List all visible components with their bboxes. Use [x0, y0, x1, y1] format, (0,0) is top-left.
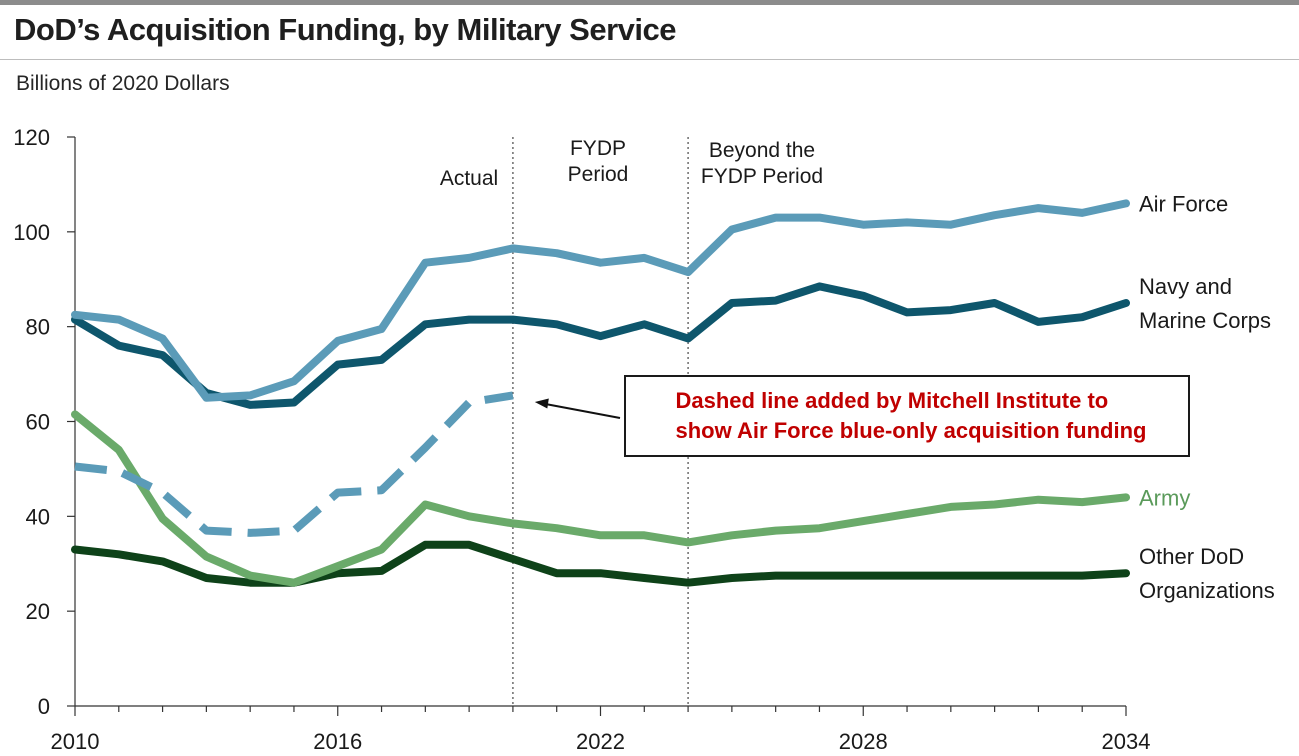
y-tick-label: 20: [26, 599, 50, 624]
series-line-army: [71, 410, 1130, 587]
series-line-navy: [71, 282, 1130, 409]
annotation-arrowhead: [534, 398, 549, 409]
chart-title: DoD’s Acquisition Funding, by Military S…: [14, 12, 676, 47]
series-label-navy: Navy and Marine Corps: [1139, 274, 1271, 333]
annotation-line-2: show Air Force blue-only acquisition fun…: [675, 418, 1147, 443]
annotation-box: Dashed line added by Mitchell Institute …: [624, 375, 1190, 457]
series-line-air-force-blue: [74, 391, 514, 537]
series-line-air-force: [71, 199, 1130, 402]
series-label-army: Army: [1139, 485, 1190, 510]
y-tick-label: 60: [26, 410, 50, 435]
series-label-air-force: Air Force: [1139, 191, 1228, 216]
y-tick-label: 40: [26, 504, 50, 529]
y-tick-label: 80: [26, 315, 50, 340]
y-tick-label: 120: [13, 125, 50, 150]
annotation-text: Dashed line added by Mitchell Institute …: [668, 386, 1147, 446]
annotation-arrow-line: [544, 402, 621, 419]
period-label-fydp: FYDP Period: [568, 137, 629, 186]
chart-subtitle: Billions of 2020 Dollars: [16, 72, 230, 95]
x-tick-label: 2028: [839, 729, 888, 754]
x-tick-label: 2022: [576, 729, 625, 754]
series-label-other: Other DoD Organizations: [1139, 544, 1275, 603]
period-label-actual: Actual: [440, 167, 498, 190]
period-label-beyond-fydp: Beyond the FYDP Period: [701, 139, 823, 188]
x-tick-label: 2010: [51, 729, 100, 754]
x-tick-label: 2034: [1102, 729, 1151, 754]
annotation-line-1: Dashed line added by Mitchell Institute …: [675, 388, 1109, 413]
top-rule: [0, 0, 1299, 5]
title-rule: [0, 59, 1299, 60]
y-tick-label: 100: [13, 220, 50, 245]
x-tick-label: 2016: [313, 729, 362, 754]
y-tick-label: 0: [38, 694, 50, 719]
series-line-other: [71, 540, 1130, 587]
